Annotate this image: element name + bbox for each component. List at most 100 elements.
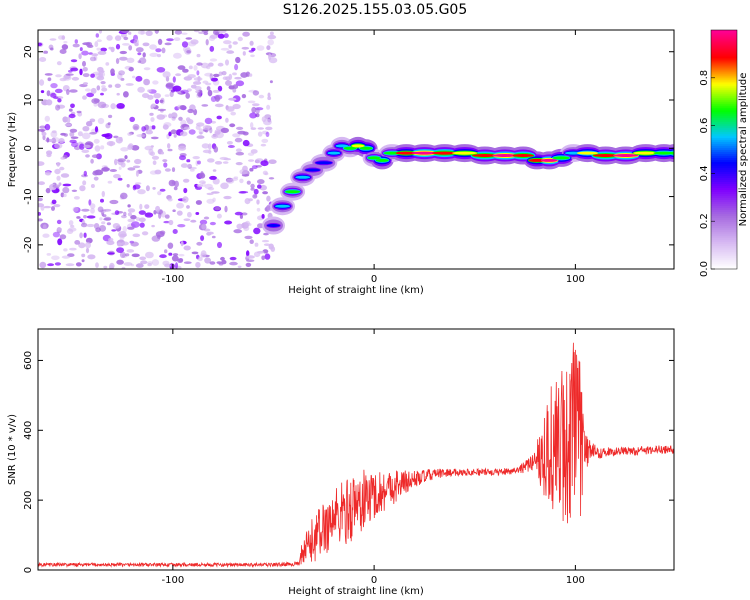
- noise-blob: [140, 260, 148, 265]
- ridge-mark: [395, 151, 417, 155]
- noise-blob: [70, 224, 75, 228]
- noise-blob: [168, 131, 172, 137]
- noise-blob: [174, 30, 183, 35]
- noise-blob: [80, 222, 88, 228]
- noise-blob: [85, 41, 93, 47]
- noise-blob: [56, 175, 61, 181]
- chart-title: S126.2025.155.03.05.G05: [282, 2, 468, 18]
- noise-blob: [176, 202, 185, 209]
- noise-blob: [218, 71, 223, 76]
- noise-blob: [197, 256, 203, 262]
- noise-blob: [132, 75, 136, 79]
- noise-blob: [109, 141, 113, 147]
- noise-blob: [178, 253, 185, 257]
- noise-blob: [217, 62, 224, 67]
- noise-blob: [90, 207, 95, 214]
- colorbar-cell: [711, 53, 737, 57]
- noise-blob: [108, 84, 113, 88]
- colorbar-cell: [711, 247, 737, 250]
- noise-blob: [234, 137, 243, 143]
- noise-blob: [199, 131, 203, 135]
- noise-blob: [137, 60, 142, 64]
- colorbar-cell: [711, 65, 737, 69]
- noise-blob: [183, 245, 191, 251]
- colorbar-cell: [711, 107, 737, 111]
- colorbar-cell: [711, 95, 737, 99]
- noise-blob: [70, 136, 79, 139]
- noise-blob: [268, 177, 275, 180]
- colorbar-cell: [711, 267, 737, 270]
- noise-blob: [68, 113, 76, 119]
- snr-frame: [37, 328, 675, 571]
- noise-blob: [153, 93, 161, 99]
- colorbar-cell: [711, 171, 737, 174]
- noise-blob: [229, 256, 237, 261]
- noise-blob: [173, 37, 181, 41]
- noise-blob: [208, 143, 212, 150]
- noise-blob: [187, 108, 194, 114]
- noise-blob: [246, 180, 251, 185]
- noise-blob: [143, 67, 151, 71]
- noise-blob: [182, 68, 189, 73]
- noise-blob: [79, 185, 86, 192]
- noise-blob: [47, 263, 55, 267]
- noise-blob: [66, 89, 70, 95]
- x-tick-label: 0: [371, 575, 377, 586]
- colorbar-cell: [711, 199, 737, 202]
- noise-blob: [217, 241, 222, 249]
- noise-blob: [131, 253, 140, 258]
- noise-blob: [235, 56, 241, 64]
- noise-blob: [256, 45, 265, 51]
- noise-blob: [267, 96, 272, 101]
- noise-blob: [156, 67, 166, 73]
- noise-blob: [93, 102, 98, 107]
- noise-blob: [251, 165, 258, 170]
- noise-blob: [266, 104, 271, 110]
- noise-blob: [164, 94, 170, 97]
- noise-blob: [39, 125, 47, 129]
- noise-blob: [51, 137, 60, 143]
- noise-blob: [132, 185, 137, 191]
- noise-blob: [222, 76, 228, 80]
- noise-blob: [218, 30, 227, 34]
- noise-blob: [224, 205, 228, 213]
- noise-blob: [134, 42, 139, 47]
- noise-blob: [64, 123, 72, 127]
- noise-blob: [132, 233, 141, 238]
- noise-blob: [103, 208, 112, 212]
- noise-blob: [168, 219, 174, 226]
- colorbar-cell: [711, 243, 737, 246]
- noise-blob: [89, 118, 96, 123]
- noise-blob: [117, 158, 126, 163]
- noise-blob: [191, 251, 199, 255]
- noise-blob: [97, 50, 107, 55]
- noise-blob: [95, 227, 101, 233]
- colorbar-cell: [711, 31, 737, 35]
- noise-blob: [250, 149, 258, 154]
- noise-blob: [235, 151, 244, 156]
- noise-blob: [174, 180, 179, 188]
- noise-blob: [154, 99, 160, 105]
- noise-blob: [250, 187, 255, 191]
- noise-blob: [235, 148, 242, 153]
- noise-blob: [60, 156, 66, 160]
- noise-blob: [265, 126, 273, 131]
- ridge-mark: [653, 151, 674, 155]
- noise-blob: [135, 170, 139, 177]
- noise-blob: [214, 161, 223, 165]
- colorbar-cell: [711, 79, 737, 83]
- ridge-mark: [351, 144, 365, 148]
- colorbar-cell: [711, 133, 737, 137]
- colorbar-cell: [711, 229, 737, 232]
- colorbar-gradient: [711, 30, 737, 270]
- noise-blob: [180, 163, 189, 168]
- noise-blob: [237, 265, 242, 268]
- noise-blob: [251, 47, 256, 52]
- noise-blob: [65, 263, 75, 267]
- noise-blob: [211, 235, 216, 239]
- noise-blob: [151, 125, 156, 130]
- colorbar-cell: [711, 259, 737, 262]
- noise-blob: [38, 161, 45, 166]
- noise-blob: [120, 32, 127, 38]
- noise-blob: [220, 127, 229, 134]
